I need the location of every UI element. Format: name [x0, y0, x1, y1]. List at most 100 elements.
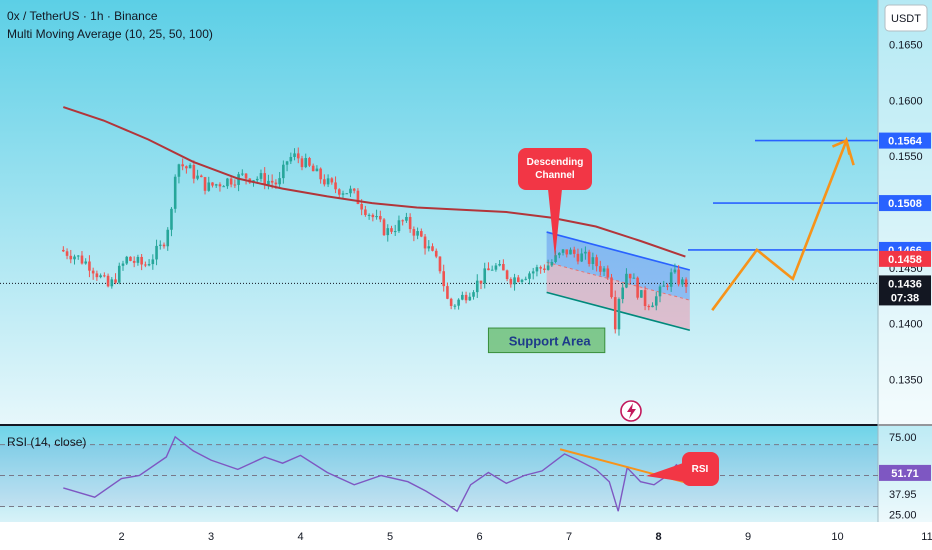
- price-level-lines: [0, 139, 878, 284]
- candle: [158, 240, 162, 250]
- candle: [88, 255, 91, 278]
- candle-body: [502, 264, 505, 271]
- candle-body: [554, 255, 557, 262]
- candle: [304, 153, 308, 169]
- candle-body: [229, 178, 233, 185]
- support-area-layer: [487, 327, 606, 354]
- candle: [65, 248, 69, 260]
- candle: [412, 226, 416, 242]
- candle: [475, 274, 479, 298]
- candle-body: [95, 273, 99, 278]
- candle: [576, 248, 580, 265]
- candle: [613, 290, 617, 334]
- price-badge-label: 0.1458: [888, 254, 922, 266]
- candle-body: [677, 269, 680, 285]
- candle-body: [565, 249, 569, 255]
- candle: [420, 228, 423, 238]
- candle: [632, 273, 636, 279]
- candle: [561, 248, 565, 256]
- candle-body: [76, 255, 80, 257]
- candle: [375, 209, 378, 220]
- candle-body: [62, 249, 65, 252]
- candle: [505, 269, 509, 282]
- candle-body: [364, 209, 367, 215]
- candle: [673, 263, 677, 274]
- candle-body: [434, 250, 438, 257]
- candle-body: [625, 273, 628, 288]
- indicator-title: Multi Moving Average (10, 25, 50, 100): [7, 27, 213, 41]
- candle: [311, 163, 315, 172]
- rsi-band: [0, 444, 878, 507]
- candle: [91, 267, 95, 280]
- candle-body: [84, 261, 87, 264]
- candle: [289, 152, 293, 165]
- candle: [170, 207, 173, 237]
- candle-body: [640, 290, 643, 298]
- candle-body: [494, 265, 498, 270]
- candle-body: [516, 277, 520, 282]
- candle: [259, 169, 263, 182]
- candle-body: [65, 251, 69, 256]
- candle-body: [535, 267, 539, 272]
- candle-body: [80, 255, 84, 264]
- candle: [554, 250, 557, 264]
- candle: [584, 246, 587, 260]
- candle-body: [632, 277, 636, 279]
- rsi-callout-pointer: [646, 462, 686, 482]
- candle-body: [595, 257, 598, 267]
- candle: [341, 190, 345, 199]
- candle-body: [483, 268, 487, 284]
- candle: [502, 259, 505, 271]
- candle-body: [662, 285, 666, 287]
- candle: [226, 177, 229, 189]
- candle: [278, 171, 281, 188]
- candle: [513, 273, 516, 291]
- candle-body: [561, 249, 565, 253]
- candle-body: [255, 178, 259, 181]
- candle: [546, 259, 550, 271]
- candle-body: [401, 220, 404, 222]
- candle-body: [438, 256, 442, 272]
- candle-body: [211, 182, 214, 186]
- candle: [196, 169, 199, 181]
- currency-box[interactable]: [884, 4, 928, 32]
- candle-body: [106, 275, 110, 287]
- candle-body: [330, 178, 334, 183]
- candle: [125, 255, 129, 266]
- candle-body: [282, 164, 285, 179]
- candle-body: [203, 177, 207, 191]
- candle-body: [684, 279, 688, 287]
- candle-body: [349, 188, 352, 194]
- candle-body: [606, 268, 610, 278]
- candle: [144, 261, 147, 268]
- candle-body: [599, 266, 602, 272]
- candle: [106, 273, 110, 288]
- candle-body: [181, 164, 184, 167]
- candle-body: [218, 184, 222, 187]
- candle: [155, 239, 158, 266]
- candle: [207, 176, 211, 192]
- candle: [617, 297, 621, 336]
- rsi-line: [63, 435, 686, 513]
- candle-body: [360, 203, 363, 210]
- candle-body: [136, 256, 140, 263]
- candle: [371, 213, 375, 222]
- candle-body: [244, 173, 248, 179]
- time-tick-label: 7: [566, 531, 572, 543]
- candle: [621, 282, 624, 304]
- candle: [315, 165, 319, 172]
- candle: [453, 304, 457, 310]
- moving-average-line: [62, 106, 686, 258]
- currency-selector[interactable]: USDT: [884, 4, 928, 32]
- candle: [334, 176, 337, 194]
- candle: [405, 212, 408, 223]
- candle: [382, 218, 386, 237]
- time-tick-label: 9: [745, 531, 751, 543]
- price-pane-bg: [0, 0, 932, 424]
- exchange-logo-icon[interactable]: [620, 400, 642, 422]
- candle-body: [442, 271, 445, 287]
- time-tick-label: 6: [476, 531, 482, 543]
